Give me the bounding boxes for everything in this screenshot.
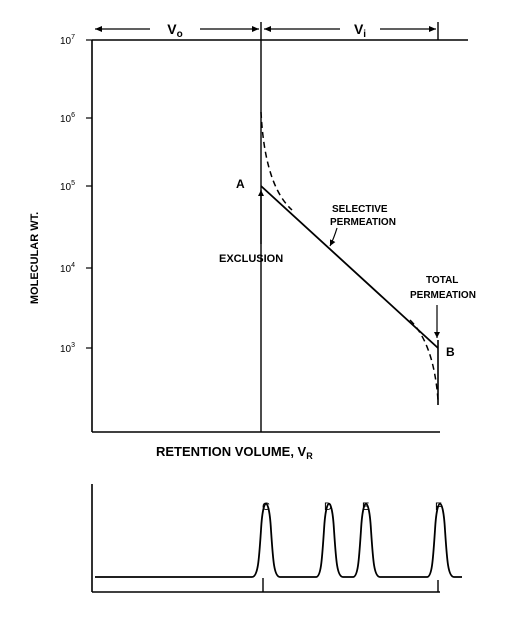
y-tick-label: 103	[60, 342, 75, 355]
y-tick-label: 107	[60, 34, 75, 47]
y-tick-label: 105	[60, 180, 75, 193]
peak-c-label: C	[262, 501, 270, 513]
actual-calibration-curve	[260, 111, 439, 401]
point-a-label: A	[236, 177, 245, 191]
y-axis-label: MOLECULAR WT.	[29, 212, 41, 304]
total-label-line2: PERMEATION	[410, 290, 476, 301]
exclusion-label: EXCLUSION	[219, 253, 283, 265]
v0-label: Vo	[167, 21, 182, 40]
ideal-calibration-curve	[260, 185, 439, 349]
selective-label-line1: SELECTIVE	[332, 204, 388, 215]
peak-f-label: F	[435, 501, 442, 513]
chromatogram-trace	[95, 503, 462, 578]
calibration-plot: 107 106 105 104 103 MOLECULAR WT. Vo Vi …	[29, 20, 476, 461]
y-tick-label: 106	[60, 112, 75, 125]
vi-label-bg	[340, 20, 380, 36]
vi-label: Vi	[354, 21, 366, 40]
point-b-label: B	[446, 345, 455, 359]
chromatogram: C D E F	[91, 484, 462, 593]
peak-e-label: E	[362, 501, 369, 513]
y-tick-label: 104	[60, 262, 75, 275]
peak-d-label: D	[324, 501, 332, 513]
v0-label-bg	[150, 20, 200, 36]
total-label-line1: TOTAL	[426, 275, 458, 286]
selective-label-line2: PERMEATION	[330, 217, 396, 228]
x-axis-label: RETENTION VOLUME, VR	[156, 444, 313, 461]
selective-pointer-arrow	[329, 227, 338, 247]
